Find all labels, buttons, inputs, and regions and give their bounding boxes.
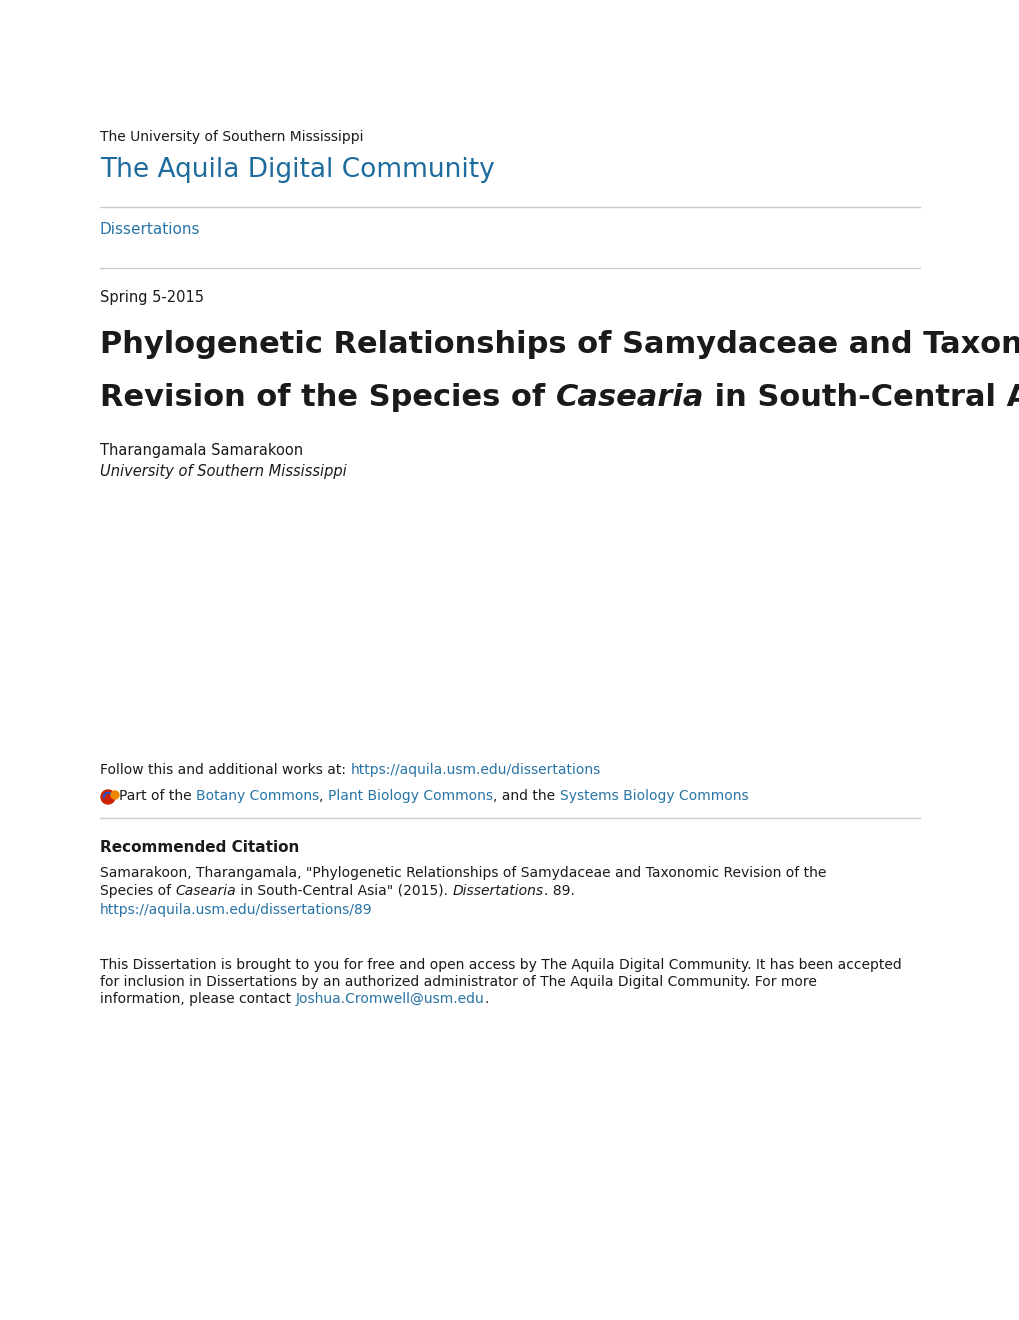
- Text: The University of Southern Mississippi: The University of Southern Mississippi: [100, 129, 363, 144]
- Text: Species of: Species of: [100, 884, 175, 898]
- Text: The Aquila Digital Community: The Aquila Digital Community: [100, 157, 494, 183]
- Text: Casearia: Casearia: [175, 884, 235, 898]
- Text: .: .: [484, 993, 488, 1006]
- Text: https://aquila.usm.edu/dissertations/89: https://aquila.usm.edu/dissertations/89: [100, 903, 372, 917]
- Text: Systems Biology Commons: Systems Biology Commons: [559, 789, 747, 803]
- Text: Revision of the Species of: Revision of the Species of: [100, 383, 555, 412]
- Text: Tharangamala Samarakoon: Tharangamala Samarakoon: [100, 444, 303, 458]
- Text: Follow this and additional works at:: Follow this and additional works at:: [100, 763, 351, 777]
- Text: in South-Central Asia" (2015).: in South-Central Asia" (2015).: [235, 884, 452, 898]
- Text: in South-Central Asia: in South-Central Asia: [703, 383, 1019, 412]
- Text: https://aquila.usm.edu/dissertations: https://aquila.usm.edu/dissertations: [351, 763, 600, 777]
- Text: , and the: , and the: [492, 789, 559, 803]
- Text: for inclusion in Dissertations by an authorized administrator of The Aquila Digi: for inclusion in Dissertations by an aut…: [100, 975, 816, 989]
- Text: information, please contact: information, please contact: [100, 993, 296, 1006]
- Text: Samarakoon, Tharangamala, "Phylogenetic Relationships of Samydaceae and Taxonomi: Samarakoon, Tharangamala, "Phylogenetic …: [100, 866, 825, 880]
- Circle shape: [111, 791, 119, 799]
- Text: Part of the: Part of the: [119, 789, 196, 803]
- Text: Casearia: Casearia: [555, 383, 703, 412]
- Text: Botany Commons: Botany Commons: [196, 789, 319, 803]
- Text: University of Southern Mississippi: University of Southern Mississippi: [100, 465, 346, 479]
- Text: This Dissertation is brought to you for free and open access by The Aquila Digit: This Dissertation is brought to you for …: [100, 958, 901, 972]
- Text: Dissertations: Dissertations: [100, 222, 201, 238]
- Text: ,: ,: [319, 789, 328, 803]
- Text: Phylogenetic Relationships of Samydaceae and Taxonomic: Phylogenetic Relationships of Samydaceae…: [100, 330, 1019, 359]
- Text: Dissertations: Dissertations: [452, 884, 543, 898]
- Text: Joshua.Cromwell@usm.edu: Joshua.Cromwell@usm.edu: [296, 993, 484, 1006]
- Text: . 89.: . 89.: [543, 884, 574, 898]
- Text: Recommended Citation: Recommended Citation: [100, 840, 300, 855]
- Text: Spring 5-2015: Spring 5-2015: [100, 290, 204, 305]
- Text: Plant Biology Commons: Plant Biology Commons: [328, 789, 492, 803]
- Circle shape: [101, 789, 115, 804]
